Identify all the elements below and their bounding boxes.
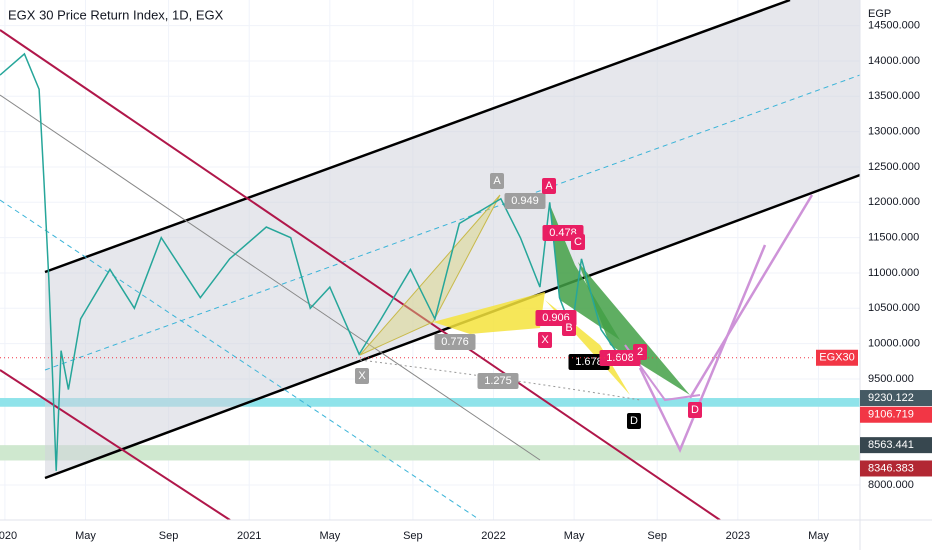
x-tick-label: 2022 [481,530,505,542]
y-tick-label: 11500.000 [868,232,919,244]
down-line [0,29,721,521]
annotation: X [541,334,549,346]
price-tag [860,390,932,407]
annotation-box [542,178,556,194]
annotation-box [477,373,519,389]
annotation-box [562,320,576,336]
price-tag [860,437,932,454]
annotation: X [358,370,366,382]
projection-arrow [688,194,814,399]
y-tick-label: 13000.000 [868,126,920,138]
price-axis [860,0,932,550]
annotation: 0.949 [511,195,539,207]
price-zone [0,398,860,407]
annotation-box [434,334,476,350]
annotation-box [568,354,610,370]
annotation-box [538,332,552,348]
y-tick-label: 11000.000 [868,267,919,279]
annotation: D [691,404,699,416]
annotation-box [571,234,585,250]
annotation: B [565,322,572,334]
y-tick-label: 12500.000 [868,161,920,173]
pattern-bcd [433,292,545,334]
annotation: A [545,180,553,192]
price-tag [860,406,932,423]
y-tick-label: 14500.000 [868,20,920,32]
annotation-box [504,193,546,209]
x-tick-label: 2020 [0,530,17,542]
annotation: 0.478 [549,227,577,239]
y-axis-label: EGP [868,8,891,20]
y-tick-label: 10000.000 [868,338,920,350]
price-tag-label: 8346.383 [868,462,914,474]
x-tick-label: Sep [403,530,423,542]
y-tick-label: 10500.000 [868,302,920,314]
annotation: 0.776 [441,336,469,348]
price-zone [0,445,860,461]
annotation: D [630,415,638,427]
channel-fill [45,0,860,478]
annotation: C [574,236,582,248]
price-tag-label: 8563.441 [868,439,914,451]
drawings [0,0,861,521]
y-tick-label: 12000.000 [868,196,920,208]
annotation-box [633,344,647,360]
x-tick-label: May [808,530,829,542]
down-thin [0,94,541,461]
annotation-box [355,368,369,384]
y-tick-label: 14000.000 [868,55,920,67]
annotation: 1.678 [575,356,603,368]
price-tag [860,460,932,477]
y-tick-label: 13500.000 [868,90,920,102]
channel-top [44,0,791,274]
pattern-green [578,262,690,395]
last-price-tag [816,349,858,366]
x-tick-label: 2021 [237,530,261,542]
x-tick-label: May [564,530,585,542]
x-tick-label: Sep [647,530,667,542]
last-price-name: EGX30 [819,352,854,364]
y-tick-label: 8000.000 [868,479,914,491]
annotation: A [493,175,501,187]
projection-arrow [638,244,767,454]
annotation-box [688,402,702,418]
down-dashed [0,199,481,521]
pattern-xab [359,194,501,356]
x-tick-label: 2023 [726,530,750,542]
x-tick-label: May [319,530,340,542]
chart-title: EGX 30 Price Return Index, 1D, EGX [8,7,224,22]
x-tick-label: Sep [159,530,179,542]
time-axis [0,520,932,550]
price-tag-label: 9106.719 [868,409,914,421]
annotation-box [627,413,641,429]
price-tag-label: 9230.122 [868,392,914,404]
pattern-green [550,205,620,340]
annotation: 2 [637,346,643,358]
y-tick-label: 9500.000 [868,373,914,385]
x-tick-label: May [75,530,96,542]
annotation-box [490,173,504,189]
down-line [0,369,231,521]
price-line [0,52,622,471]
annotation: 1.275 [484,375,512,387]
